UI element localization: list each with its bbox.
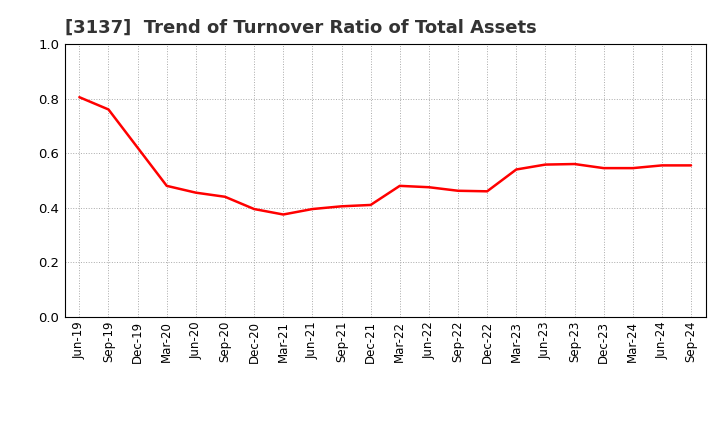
Text: [3137]  Trend of Turnover Ratio of Total Assets: [3137] Trend of Turnover Ratio of Total … bbox=[65, 19, 536, 37]
